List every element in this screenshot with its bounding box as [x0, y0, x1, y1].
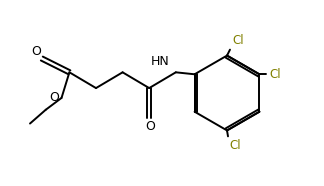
Text: O: O — [145, 120, 155, 133]
Text: Cl: Cl — [232, 34, 244, 47]
Text: O: O — [50, 92, 60, 104]
Text: Cl: Cl — [269, 68, 281, 81]
Text: O: O — [31, 44, 41, 57]
Text: HN: HN — [151, 55, 170, 68]
Text: Cl: Cl — [229, 139, 241, 152]
